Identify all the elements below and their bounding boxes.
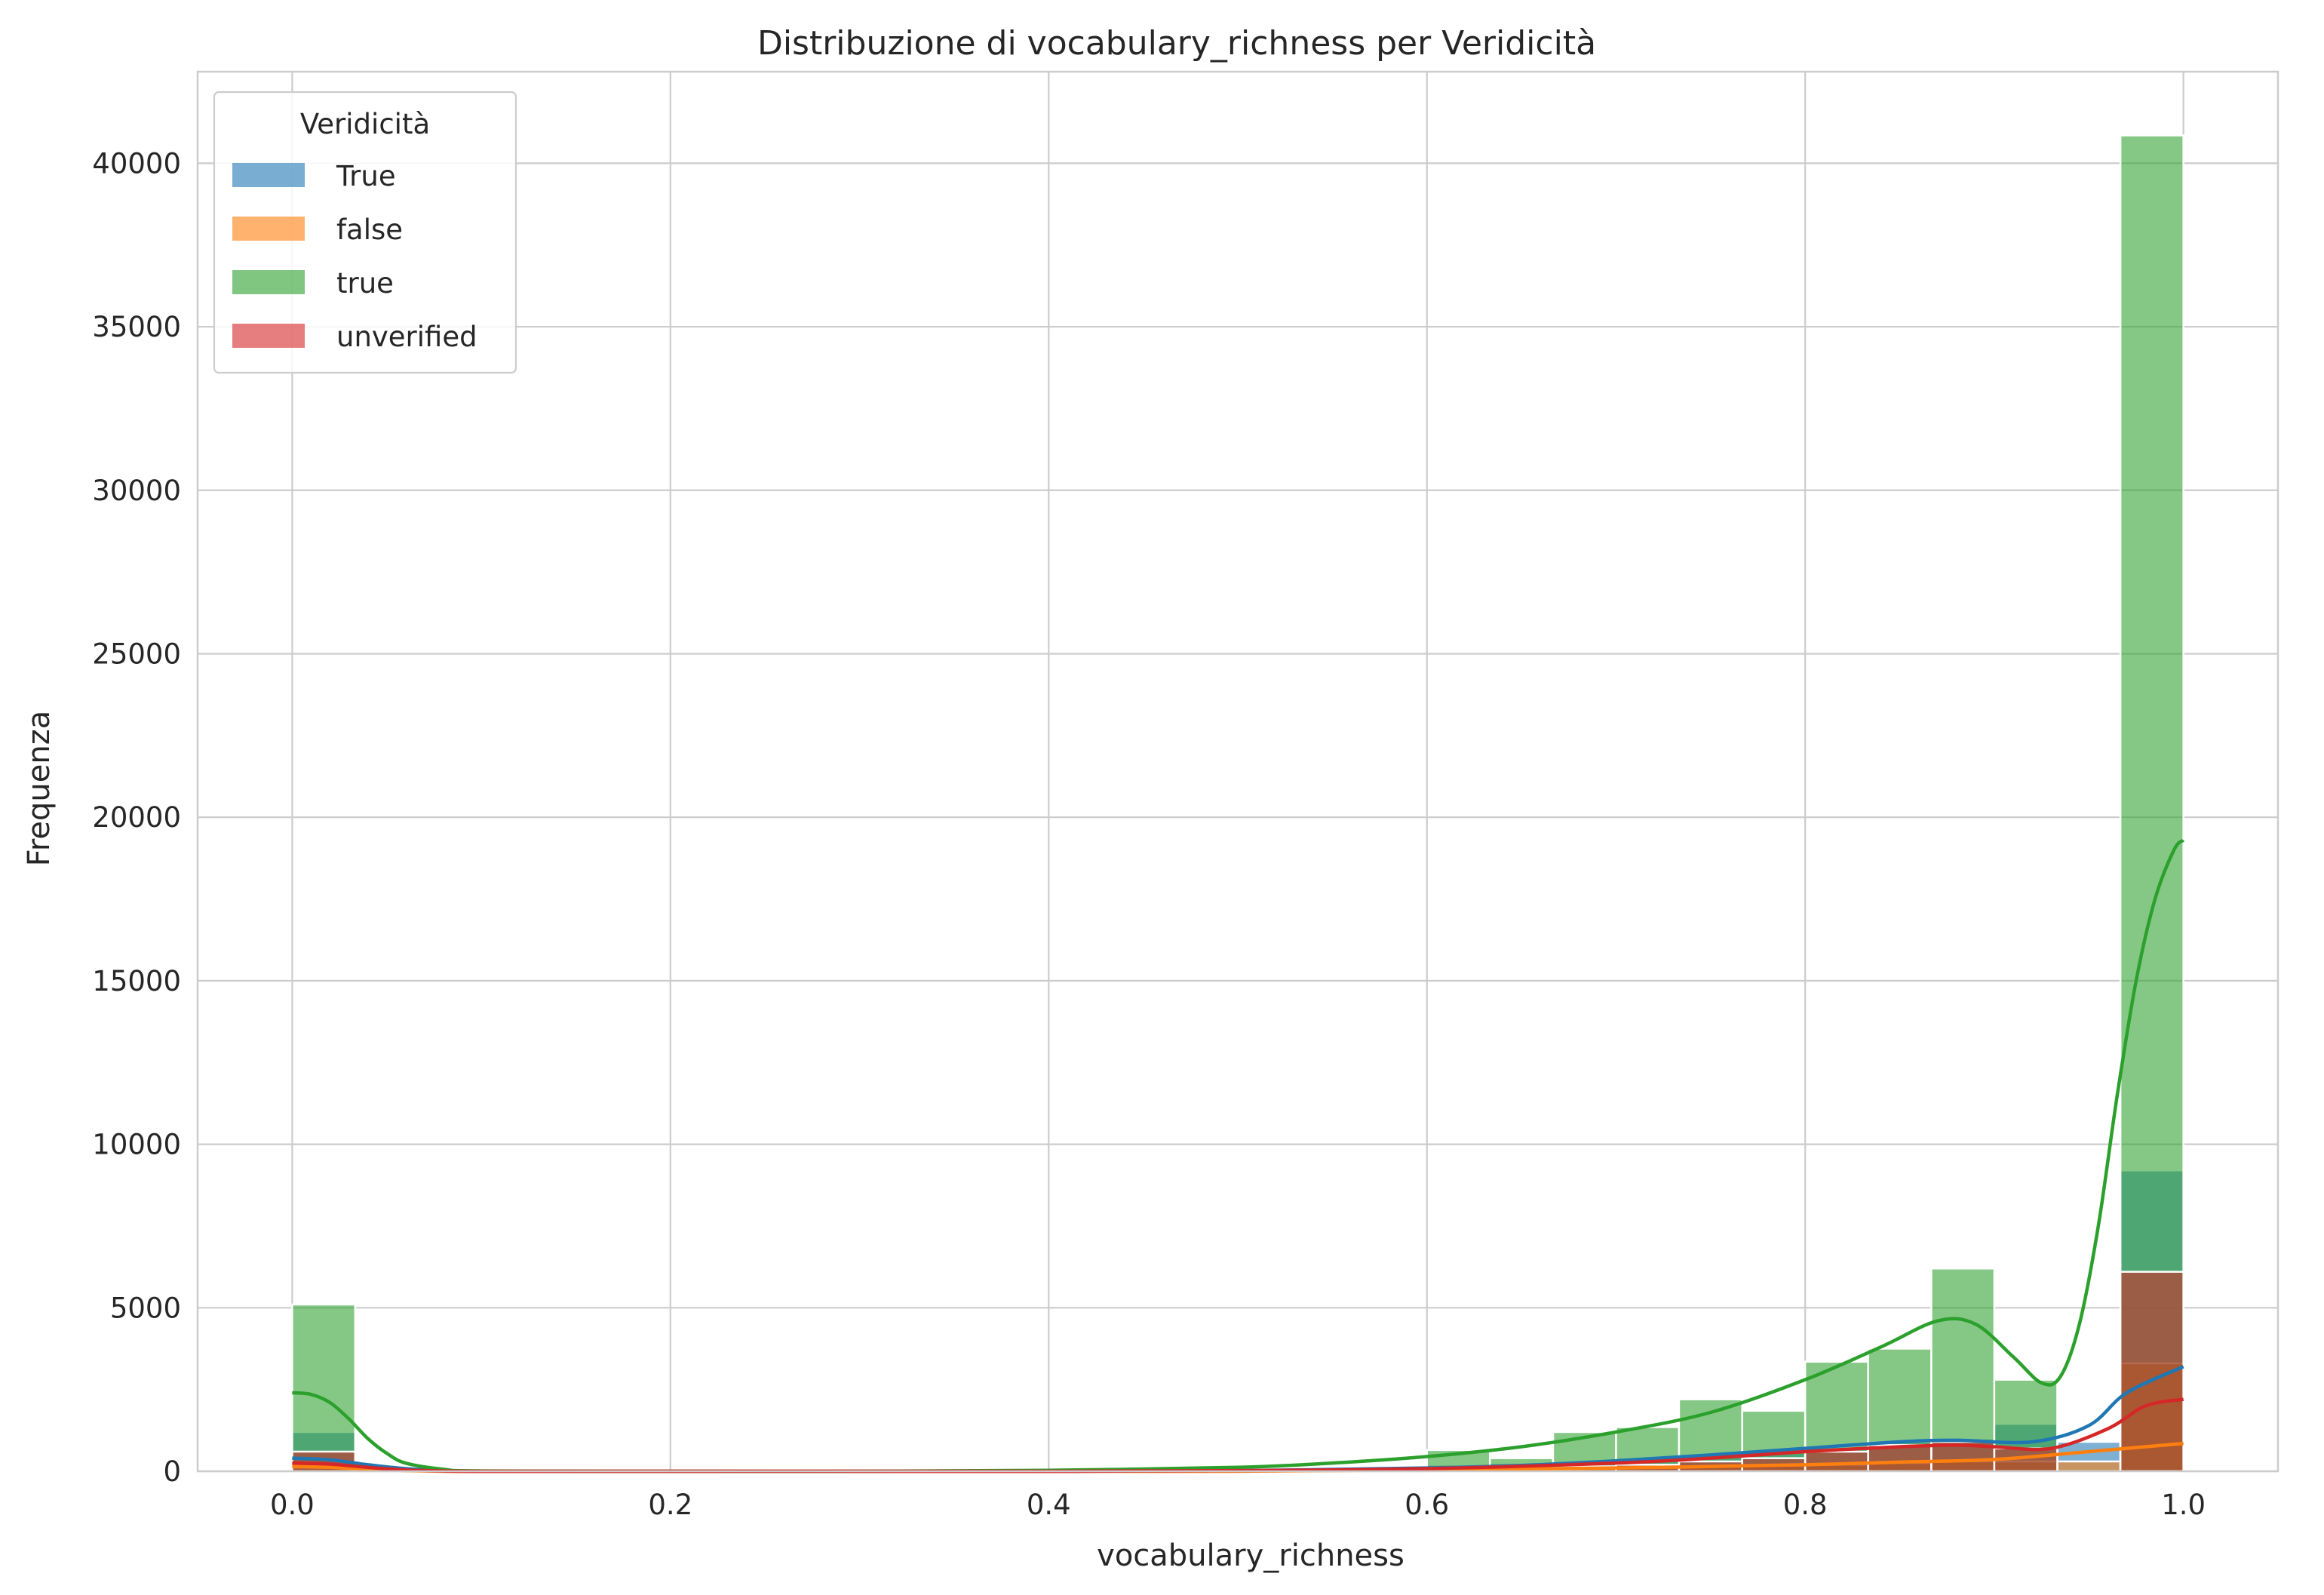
x-tick-label: 0.6 xyxy=(1405,1489,1449,1521)
x-axis-ticks: 0.0 0.2 0.4 0.6 0.8 1.0 xyxy=(270,1489,2206,1521)
x-axis-label: vocabulary_richness xyxy=(1097,1538,1405,1573)
legend-label-true: true xyxy=(336,267,394,300)
legend-label-false: false xyxy=(336,214,403,246)
x-tick-label: 0.8 xyxy=(1783,1489,1828,1521)
bar-true-bin-0 xyxy=(291,1303,357,1473)
legend-title: Veridicità xyxy=(300,108,430,140)
x-tick-label: 0.4 xyxy=(1027,1489,1071,1521)
bar-true-bin-29 xyxy=(2119,134,2184,1473)
y-tick-label: 25000 xyxy=(92,638,181,670)
legend-items: True false true unverified xyxy=(232,160,477,353)
y-tick-label: 40000 xyxy=(92,147,181,180)
y-tick-label: 20000 xyxy=(92,801,181,834)
y-tick-label: 5000 xyxy=(110,1292,181,1324)
legend-box xyxy=(213,91,517,374)
bar-true-bin-26 xyxy=(1930,1268,1996,1473)
x-tick-label: 1.0 xyxy=(2161,1489,2206,1521)
y-tick-label: 15000 xyxy=(92,965,181,997)
legend-label-unverified: unverified xyxy=(336,321,477,353)
y-axis-label: Frequenza xyxy=(22,711,57,866)
legend: Veridicità True false true unverified xyxy=(213,91,517,374)
y-axis-ticks: 0 5000 10000 15000 20000 25000 30000 35000 40000 xyxy=(92,147,181,1488)
y-tick-label: 35000 xyxy=(92,311,181,343)
legend-label-true: True xyxy=(336,160,396,192)
legend-swatch-unverified xyxy=(232,324,305,348)
x-tick-label: 0.2 xyxy=(648,1489,692,1521)
plot-frame xyxy=(196,70,2279,1473)
bar-unverified-bin-24 xyxy=(1804,1450,1869,1473)
legend-swatch-false xyxy=(232,217,305,241)
chart-title: Distribuzione di vocabulary_richness per… xyxy=(757,24,1596,63)
kde-line-true xyxy=(292,838,2185,1474)
x-tick-label: 0.0 xyxy=(270,1489,315,1521)
y-tick-label: 10000 xyxy=(92,1129,181,1161)
y-tick-label: 30000 xyxy=(92,475,181,507)
bar-false-bin-28 xyxy=(2056,1460,2122,1473)
y-tick-label: 0 xyxy=(163,1455,181,1488)
legend-swatch-true xyxy=(232,270,305,294)
legend-swatch-true xyxy=(232,163,305,187)
grid-lines xyxy=(198,72,2278,1473)
